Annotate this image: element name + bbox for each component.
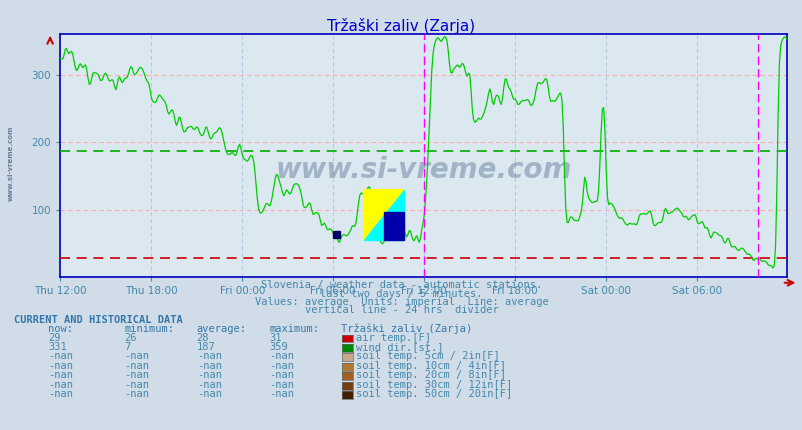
Text: -nan: -nan xyxy=(196,389,221,399)
Text: -nan: -nan xyxy=(48,351,73,362)
Text: www.si-vreme.com: www.si-vreme.com xyxy=(275,157,571,184)
Text: maximum:: maximum: xyxy=(269,324,318,334)
Text: www.si-vreme.com: www.si-vreme.com xyxy=(7,126,14,201)
Text: -nan: -nan xyxy=(269,380,294,390)
Text: -nan: -nan xyxy=(196,351,221,362)
Text: soil temp. 30cm / 12in[F]: soil temp. 30cm / 12in[F] xyxy=(355,380,512,390)
Text: 7: 7 xyxy=(124,342,131,352)
Text: now:: now: xyxy=(48,324,73,334)
Text: -nan: -nan xyxy=(196,380,221,390)
Text: 359: 359 xyxy=(269,342,287,352)
Text: -nan: -nan xyxy=(269,389,294,399)
Text: average:: average: xyxy=(196,324,246,334)
Text: -nan: -nan xyxy=(124,389,149,399)
Text: soil temp. 10cm / 4in[F]: soil temp. 10cm / 4in[F] xyxy=(355,361,505,371)
Text: 331: 331 xyxy=(48,342,67,352)
Text: 26: 26 xyxy=(124,332,137,343)
Text: -nan: -nan xyxy=(124,361,149,371)
Text: Tržaški zaliv (Zarja): Tržaški zaliv (Zarja) xyxy=(327,18,475,34)
Text: Slovenia / weather data - automatic stations.: Slovenia / weather data - automatic stat… xyxy=(261,280,541,290)
Text: wind dir.[st.]: wind dir.[st.] xyxy=(355,342,443,352)
Text: -nan: -nan xyxy=(48,389,73,399)
Text: -nan: -nan xyxy=(48,380,73,390)
Text: -nan: -nan xyxy=(269,370,294,381)
Text: -nan: -nan xyxy=(196,361,221,371)
Text: Tržaški zaliv (Zarja): Tržaški zaliv (Zarja) xyxy=(341,323,472,334)
Text: -nan: -nan xyxy=(269,361,294,371)
Text: -nan: -nan xyxy=(48,361,73,371)
Text: soil temp. 20cm / 8in[F]: soil temp. 20cm / 8in[F] xyxy=(355,370,505,381)
Text: 28: 28 xyxy=(196,332,209,343)
Text: air temp.[F]: air temp.[F] xyxy=(355,332,430,343)
Text: minimum:: minimum: xyxy=(124,324,174,334)
Text: vertical line - 24 hrs  divider: vertical line - 24 hrs divider xyxy=(304,305,498,315)
Text: -nan: -nan xyxy=(196,370,221,381)
Text: Values: average  Units: imperial  Line: average: Values: average Units: imperial Line: av… xyxy=(254,297,548,307)
Text: 29: 29 xyxy=(48,332,61,343)
Bar xyxy=(333,231,339,238)
Text: soil temp. 50cm / 20in[F]: soil temp. 50cm / 20in[F] xyxy=(355,389,512,399)
Text: -nan: -nan xyxy=(124,351,149,362)
Text: soil temp. 5cm / 2in[F]: soil temp. 5cm / 2in[F] xyxy=(355,351,499,362)
Text: 187: 187 xyxy=(196,342,215,352)
Text: -nan: -nan xyxy=(124,370,149,381)
Text: 31: 31 xyxy=(269,332,282,343)
Text: -nan: -nan xyxy=(48,370,73,381)
Polygon shape xyxy=(363,190,403,240)
Text: -nan: -nan xyxy=(269,351,294,362)
Polygon shape xyxy=(363,190,403,240)
Text: CURRENT AND HISTORICAL DATA: CURRENT AND HISTORICAL DATA xyxy=(14,315,183,326)
Text: -nan: -nan xyxy=(124,380,149,390)
Text: last two days / 5 minutes.: last two days / 5 minutes. xyxy=(320,289,482,299)
Bar xyxy=(383,212,403,240)
